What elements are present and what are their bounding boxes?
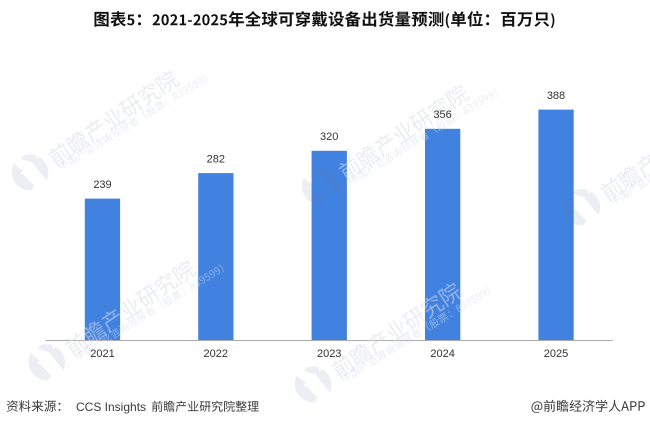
svg-text:2023: 2023: [317, 348, 341, 360]
svg-text:282: 282: [207, 153, 225, 165]
svg-text:388: 388: [547, 90, 565, 102]
svg-text:CCS Insights: CCS Insights: [76, 400, 146, 414]
svg-text:2022: 2022: [204, 348, 228, 360]
svg-text:320: 320: [320, 131, 338, 143]
svg-text:356: 356: [433, 109, 451, 121]
svg-text:239: 239: [93, 179, 111, 191]
svg-text:2021: 2021: [90, 348, 114, 360]
svg-text:2024: 2024: [430, 348, 454, 360]
svg-text:2025: 2025: [544, 348, 568, 360]
